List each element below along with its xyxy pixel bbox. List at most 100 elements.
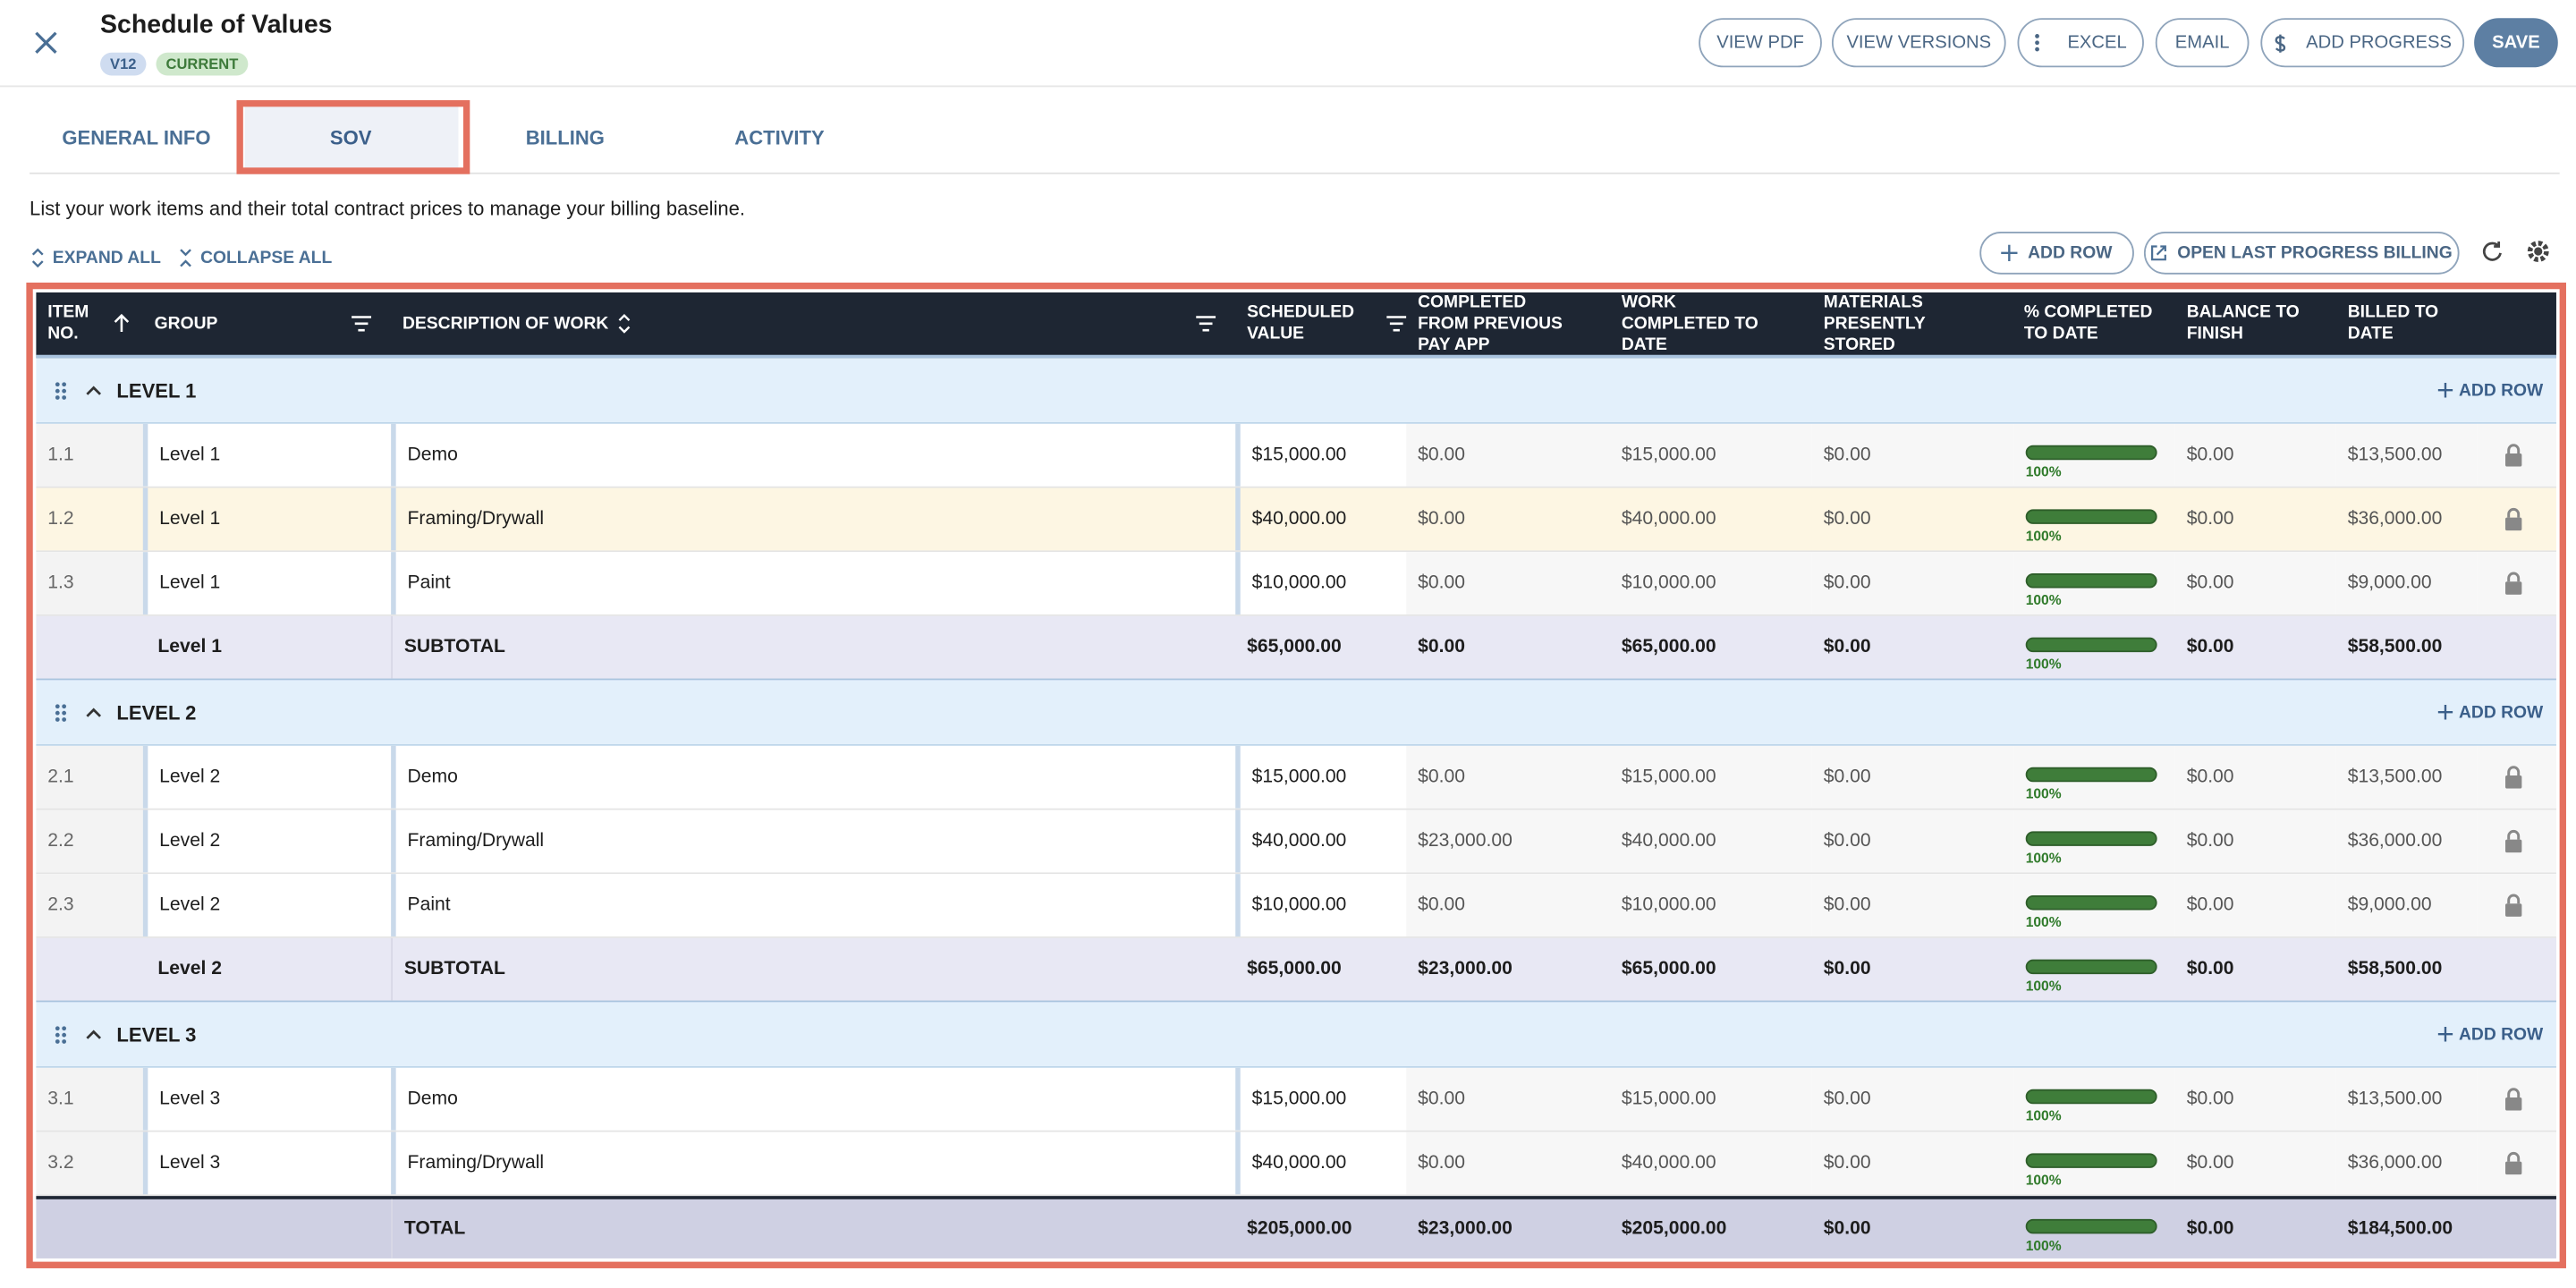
group-label: LEVEL 1: [116, 378, 197, 402]
tab-divider: [30, 172, 2560, 174]
progress-bar: [2025, 894, 2157, 910]
cell: $40,000.00: [1610, 1131, 1812, 1195]
header-button[interactable]: SAVE: [2474, 18, 2558, 68]
header-button[interactable]: ADD PROGRESS: [2260, 18, 2465, 68]
subtotal-row: Level 2 SUBTOTAL $65,000.00 $23,000.00 $65,0…: [36, 937, 2556, 1003]
cell: Level 2: [157, 959, 222, 979]
cell: $15,000.00: [1235, 423, 1407, 487]
cell: $0.00: [1823, 637, 1871, 657]
progress-label: 100%: [2025, 1170, 2062, 1188]
header-button[interactable]: VIEW PDF: [1699, 18, 1822, 68]
progress-label: 100%: [2025, 848, 2062, 866]
cell: Paint: [391, 552, 1236, 614]
tab[interactable]: SOV: [243, 101, 458, 174]
cell: 1.2: [36, 487, 143, 551]
cell: 100%: [2013, 552, 2175, 614]
column-header-label: DESCRIPTION OF WORK: [402, 312, 609, 333]
cell: $0.00: [1406, 1067, 1611, 1131]
refresh-icon[interactable]: [2480, 240, 2504, 263]
column-header-label: WORK COMPLETED TO DATE: [1621, 292, 1758, 354]
progress-label: 100%: [2025, 1236, 2062, 1253]
cell: Level 1: [142, 487, 392, 551]
cell: [2478, 1199, 2556, 1258]
item-row: 1.1 Level 1 Demo $15,000.00 $0.00 $15,000.00 $…: [36, 423, 2556, 488]
cell: $0.00: [1406, 1131, 1611, 1195]
cell: $40,000.00: [1235, 809, 1407, 873]
cell: $15,000.00: [1610, 423, 1812, 487]
add-row-label: ADD ROW: [2028, 242, 2113, 263]
header-button[interactable]: EMAIL: [2155, 18, 2250, 68]
cell: $0.00: [1823, 1218, 1871, 1239]
group-label: LEVEL 3: [116, 1022, 197, 1046]
description: List your work items and their total con…: [30, 197, 746, 221]
cell: $0.00: [2174, 809, 2336, 873]
cell: $15,000.00: [1235, 745, 1407, 809]
expand-all[interactable]: EXPAND ALL: [30, 248, 161, 267]
cell: $13,500.00: [2335, 423, 2478, 487]
header-button-label: EXCEL: [2067, 32, 2127, 53]
cell: $0.00: [1811, 1067, 2014, 1131]
header-button[interactable]: EXCEL: [2017, 18, 2144, 68]
group-add-row-label: ADD ROW: [2458, 380, 2544, 401]
lock-icon: [2504, 766, 2523, 789]
status-badge: CURRENT: [156, 52, 249, 76]
add-row-button[interactable]: ADD ROW: [1979, 231, 2134, 275]
cell: 2.3: [36, 874, 143, 936]
collapse-chevron: [86, 384, 102, 397]
collapse-all[interactable]: COLLAPSE ALL: [177, 248, 332, 267]
column-header: DESCRIPTION OF WORK: [391, 292, 1235, 355]
open-last-billing-button[interactable]: OPEN LAST PROGRESS BILLING: [2143, 231, 2460, 275]
cell: $0.00: [1811, 745, 2014, 809]
cell: [2478, 938, 2556, 1001]
tab[interactable]: ACTIVITY: [734, 126, 825, 150]
column-header: ITEM NO.: [36, 292, 142, 355]
filter-icon: [1196, 316, 1216, 332]
lock-icon: [2504, 1152, 2523, 1175]
cell: $15,000.00: [1235, 1067, 1407, 1131]
header-button[interactable]: VIEW VERSIONS: [1831, 18, 2006, 68]
cell: $10,000.00: [1610, 552, 1812, 614]
cell: $0.00: [1811, 423, 2014, 487]
lock-icon: [2504, 1088, 2523, 1111]
tab[interactable]: GENERAL INFO: [62, 126, 211, 150]
filter-icon: [1386, 316, 1407, 332]
progress-label: 100%: [2025, 784, 2062, 801]
cell: $10,000.00: [1610, 874, 1812, 936]
column-header-label: MATERIALS PRESENTLY STORED: [1823, 292, 1926, 354]
cell: $0.00: [2186, 1218, 2234, 1239]
item-row: 1.3 Level 1 Paint $10,000.00 $0.00 $10,000.00…: [36, 552, 2556, 616]
page-title: Schedule of Values: [100, 11, 333, 40]
cell: 100%: [2014, 938, 2175, 1001]
cell: [2477, 1131, 2556, 1195]
close-icon[interactable]: [33, 30, 59, 55]
cell: [36, 938, 142, 1001]
cell: $40,000.00: [1235, 487, 1407, 551]
cell: 100%: [2013, 874, 2175, 936]
cell: $23,000.00: [1406, 809, 1611, 873]
cell: 100%: [2013, 487, 2175, 551]
lock-icon: [2504, 572, 2523, 595]
cell: $65,000.00: [1621, 637, 1716, 657]
cell: $0.00: [2174, 487, 2336, 551]
cell: [36, 1199, 142, 1258]
cell: [2477, 552, 2556, 614]
cell: [2477, 423, 2556, 487]
tab[interactable]: BILLING: [525, 126, 605, 150]
settings-icon[interactable]: [2525, 238, 2551, 264]
column-header-label: SCHEDULED VALUE: [1247, 301, 1355, 343]
column-header-label: % COMPLETED TO DATE: [2023, 301, 2153, 343]
group-add-row[interactable]: ADD ROW: [2437, 702, 2543, 722]
cell: 1.1: [36, 423, 143, 487]
group-add-row[interactable]: ADD ROW: [2437, 380, 2543, 400]
cell: $205,000.00: [1247, 1218, 1352, 1239]
group-add-row[interactable]: ADD ROW: [2437, 1024, 2543, 1044]
cell: Level 1: [142, 423, 392, 487]
header-button-label: SAVE: [2492, 32, 2540, 53]
column-header: COMPLETED FROM PREVIOUS PAY APP: [1406, 292, 1610, 355]
cell: $0.00: [2186, 637, 2234, 657]
item-row: 1.2 Level 1 Framing/Drywall $40,000.00 $0.00…: [36, 487, 2556, 553]
column-header-label: BILLED TO DATE: [2347, 301, 2439, 343]
cell: $65,000.00: [1247, 637, 1342, 657]
